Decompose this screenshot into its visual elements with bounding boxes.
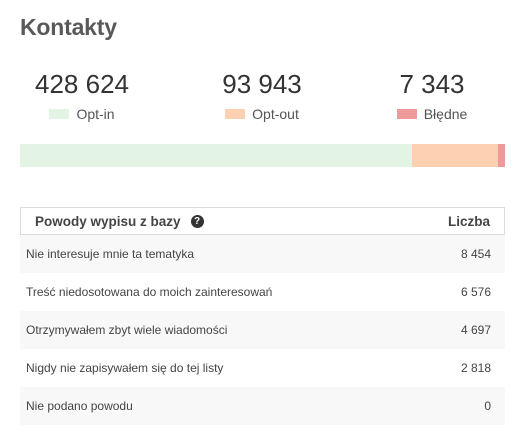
- bar-segment-bounced: [498, 144, 505, 167]
- count-cell: 6 576: [460, 285, 491, 299]
- count-cell: 2 818: [460, 361, 491, 375]
- header-count-label: Liczba: [447, 213, 490, 229]
- stat-value: 7 343: [399, 69, 465, 99]
- stat-label: Opt-in: [76, 106, 115, 122]
- opt-in-swatch: [49, 109, 70, 119]
- table-header: Powody wypisu z bazy ? Liczba: [20, 207, 505, 235]
- stat-legend: Opt-out: [200, 106, 324, 122]
- table-row: Otrzymywałem zbyt wiele wiadomości 4 697: [20, 311, 505, 349]
- opt-out-swatch: [225, 109, 246, 119]
- stats-summary: 428 624 Opt-in 93 943 Opt-out 7 343 Błęd…: [0, 68, 524, 128]
- count-cell: 0: [484, 399, 491, 413]
- stat-value: 93 943: [222, 69, 302, 99]
- bar-segment-opt-in: [20, 144, 413, 167]
- bounced-swatch: [396, 109, 417, 119]
- reason-cell: Treść niedosotowana do moich zainteresow…: [26, 285, 273, 299]
- stat-label: Błędne: [423, 106, 468, 122]
- stat-bounced: 7 343 Błędne: [380, 68, 484, 122]
- stat-opt-in: 428 624 Opt-in: [18, 68, 146, 122]
- table-body: Nie interesuje mnie ta tematyka 8 454 Tr…: [20, 235, 505, 425]
- distribution-bar: [20, 144, 505, 167]
- reason-cell: Nie podano powodu: [26, 399, 133, 413]
- table-row: Nie podano powodu 0: [20, 387, 505, 425]
- count-cell: 8 454: [460, 247, 491, 261]
- reason-cell: Otrzymywałem zbyt wiele wiadomości: [26, 323, 228, 337]
- bar-segment-opt-out: [412, 144, 499, 167]
- question-circle-icon[interactable]: ?: [190, 214, 204, 228]
- table-row: Nigdy nie zapisywałem się do tej listy 2…: [20, 349, 505, 387]
- count-cell: 4 697: [460, 323, 491, 337]
- page-title: Kontakty: [20, 14, 117, 40]
- table-row: Nie interesuje mnie ta tematyka 8 454: [20, 235, 505, 273]
- table-row: Treść niedosotowana do moich zainteresow…: [20, 273, 505, 311]
- stat-opt-out: 93 943 Opt-out: [200, 68, 324, 122]
- stat-value: 428 624: [35, 69, 129, 99]
- header-reason-cell: Powody wypisu z bazy ?: [35, 214, 204, 229]
- unsubscribe-reasons-table: Powody wypisu z bazy ? Liczba Nie intere…: [20, 207, 505, 425]
- header-reason-label: Powody wypisu z bazy: [35, 213, 181, 229]
- stat-label: Opt-out: [252, 106, 299, 122]
- reason-cell: Nie interesuje mnie ta tematyka: [26, 247, 195, 261]
- stat-legend: Opt-in: [18, 106, 146, 122]
- stat-legend: Błędne: [380, 106, 484, 122]
- reason-cell: Nigdy nie zapisywałem się do tej listy: [26, 361, 224, 375]
